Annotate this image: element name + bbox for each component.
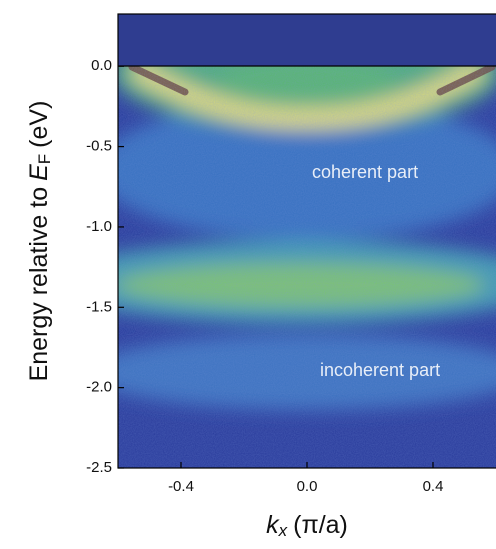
x-subscript: x [278, 521, 288, 540]
x-tick-label: -0.4 [168, 478, 194, 495]
above-fermi [118, 14, 496, 66]
intensity-map [118, 66, 496, 468]
y-tick-label: -2.5 [86, 459, 112, 476]
x-axis-label: kx (π/a) [266, 511, 348, 541]
y-tick-label: -1.0 [86, 218, 112, 235]
x-tick-label: 0.0 [297, 478, 318, 495]
y-text: Energy relative to [25, 187, 53, 382]
y-subscript: F [35, 154, 54, 164]
annotation: incoherent part [320, 360, 440, 380]
annotation: coherent part [312, 162, 418, 182]
y-tick-label: -2.0 [86, 379, 112, 396]
y-tick-label: -1.5 [86, 298, 112, 315]
x-tick-label: 0.4 [423, 478, 444, 495]
y-symbol: E [25, 164, 53, 181]
frame [117, 13, 496, 469]
x-unit: (π/a) [293, 511, 348, 539]
y-axis-label: Energy relative to EF (eV) [25, 101, 55, 382]
y-tick-label: -0.5 [86, 138, 112, 155]
y-unit: (eV) [25, 101, 53, 148]
x-symbol: k [266, 511, 280, 539]
y-tick-label: 0.0 [91, 57, 112, 74]
